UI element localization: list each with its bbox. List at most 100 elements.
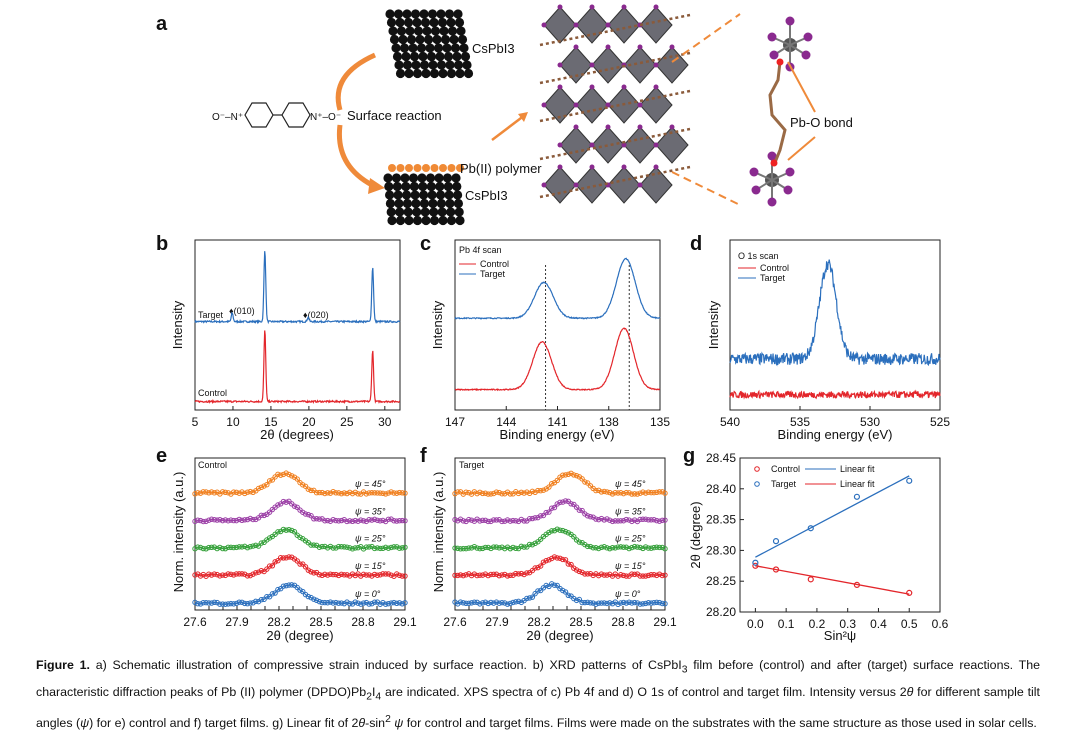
data-point — [488, 599, 494, 606]
cs-atom — [403, 207, 413, 217]
data-point — [560, 472, 566, 478]
pbi6-octahedron — [591, 126, 625, 164]
iodine-atom — [637, 124, 643, 130]
data-point — [236, 571, 242, 577]
data-point — [344, 490, 350, 497]
data-point — [499, 572, 505, 578]
cs-atom — [420, 207, 430, 217]
cs-atom — [384, 181, 394, 192]
data-point — [535, 564, 541, 571]
arrow-to-structure — [491, 114, 526, 141]
data-point — [208, 572, 215, 578]
data-point — [236, 490, 242, 496]
data-point — [540, 512, 547, 519]
caption-symbol: ψ — [80, 716, 90, 731]
data-point — [532, 590, 538, 597]
data-point — [526, 541, 533, 548]
caption-symbol: θ — [906, 685, 914, 700]
data-point — [280, 498, 287, 505]
cs-atom — [412, 207, 422, 217]
iodine-atom — [605, 22, 611, 28]
iodine-atom — [783, 185, 793, 195]
cs-atom — [439, 26, 449, 36]
x-tick-label: 27.9 — [485, 615, 509, 629]
data-point — [623, 489, 630, 496]
data-point — [363, 544, 370, 550]
cs-atom — [388, 26, 398, 36]
data-point — [651, 600, 657, 606]
data-point — [562, 557, 569, 563]
data-point — [631, 517, 638, 523]
data-point — [576, 568, 583, 575]
data-point — [371, 545, 378, 552]
data-point — [219, 601, 226, 607]
cs-atom — [392, 181, 402, 192]
data-point — [474, 490, 480, 497]
cs-atom — [419, 198, 429, 209]
data-point-target — [752, 559, 759, 566]
data-point — [562, 528, 569, 535]
data-point — [515, 571, 522, 577]
iodine-atom — [621, 142, 627, 148]
data-point — [524, 570, 530, 576]
data-point — [208, 489, 215, 495]
data-point — [490, 544, 497, 550]
iodine-atom — [557, 62, 563, 68]
data-point-target — [807, 525, 814, 532]
data-point — [656, 489, 663, 495]
dpdo-chain — [539, 51, 691, 85]
data-point — [330, 545, 336, 551]
data-point — [618, 490, 624, 496]
data-point — [371, 571, 378, 578]
data-point — [584, 571, 591, 577]
cs-atom — [392, 51, 403, 62]
data-point — [305, 511, 311, 518]
data-point — [482, 490, 489, 496]
chart-title-d: O 1s scan — [738, 251, 779, 261]
cs-atom — [418, 181, 428, 192]
x-tick-label: 0.5 — [901, 617, 918, 631]
data-point — [645, 489, 652, 495]
caption-text: ) for e) control and f) target films. g)… — [89, 716, 359, 731]
iodine-atom — [557, 164, 563, 170]
data-point — [327, 599, 334, 605]
data-point — [549, 555, 555, 562]
cs-atom — [451, 173, 461, 183]
data-point — [482, 544, 489, 551]
data-point — [607, 600, 613, 606]
data-point — [463, 545, 469, 552]
series-line-1 — [729, 389, 941, 400]
cs-atom — [454, 17, 465, 28]
data-point-control — [807, 576, 814, 583]
data-point — [554, 555, 560, 561]
panel-label-g: g — [683, 445, 695, 467]
data-point — [496, 572, 502, 579]
data-point — [308, 542, 314, 548]
data-point — [344, 599, 350, 605]
data-point — [239, 571, 245, 577]
cs-atom — [387, 215, 397, 226]
x-tick-label: 28.8 — [611, 615, 635, 629]
data-point — [457, 599, 464, 605]
data-point — [457, 546, 464, 552]
data-point — [305, 593, 311, 600]
data-point — [568, 470, 574, 477]
chart-title-e: Control — [198, 460, 227, 470]
data-point — [656, 571, 663, 577]
data-point — [623, 573, 630, 579]
data-point — [504, 573, 511, 579]
cs-atom — [402, 9, 412, 19]
cs-atom — [419, 9, 429, 19]
cs-atom — [394, 60, 404, 70]
data-point — [634, 544, 641, 550]
cs-atom — [452, 181, 462, 192]
data-point — [502, 491, 508, 497]
iodine-atom — [803, 32, 813, 42]
data-point — [225, 601, 231, 607]
data-point — [560, 499, 566, 505]
cs-atom — [385, 190, 395, 200]
data-point — [532, 565, 538, 571]
pbi6-octahedron — [639, 6, 673, 44]
data-point — [358, 517, 364, 523]
data-point — [374, 572, 381, 578]
